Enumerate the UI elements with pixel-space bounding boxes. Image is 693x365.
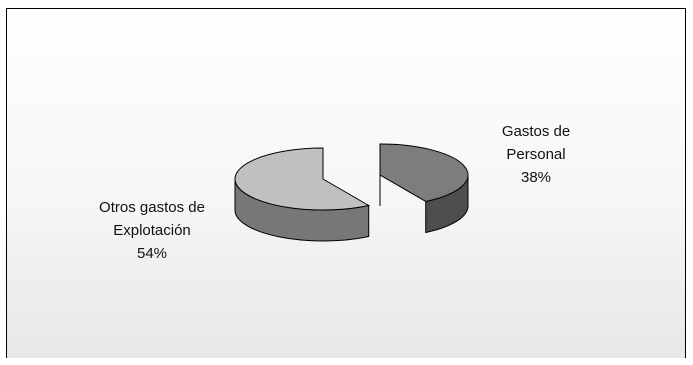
label-otros-line2: Explotación [113, 222, 191, 239]
slice-top-personal [379, 143, 469, 203]
chart-frame: Gastos de Personal 38% Otros gastos de E… [6, 8, 686, 358]
label-personal-line1: Gastos de [502, 123, 570, 140]
pie-chart: Gastos de Personal 38% Otros gastos de E… [99, 123, 570, 262]
label-personal-line2: Personal [506, 146, 565, 163]
label-otros-line1: Otros gastos de [99, 199, 205, 216]
slice-top-otros [234, 147, 371, 211]
label-personal-percent: 38% [521, 169, 551, 186]
label-otros-percent: 54% [137, 245, 167, 262]
